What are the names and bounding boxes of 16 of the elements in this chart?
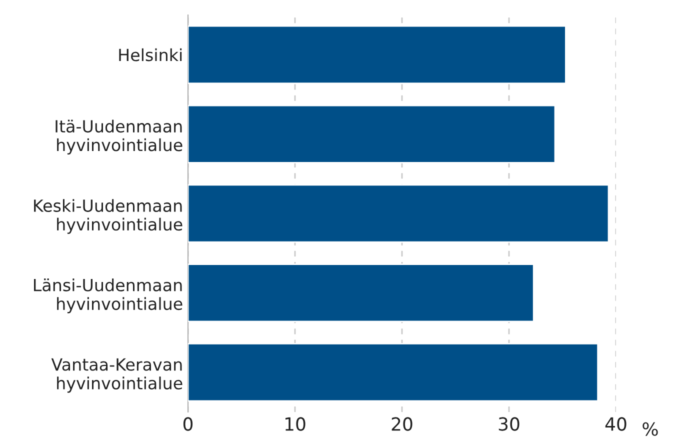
bar	[188, 25, 566, 84]
x-tick-label: 20	[392, 417, 412, 431]
y-tick-label: Länsi-Uudenmaan hyvinvointialue	[34, 278, 182, 314]
y-tick-label: Helsinki	[119, 48, 182, 62]
y-tick-label: Vantaa-Keravan hyvinvointialue	[51, 358, 182, 393]
x-tick-label: 0	[183, 417, 193, 431]
bar	[188, 343, 599, 402]
x-tick-label: 10	[285, 417, 306, 431]
y-tick-label: Itä-Uudenmaan hyvinvointialue	[56, 120, 182, 154]
x-tick-label: 30	[498, 417, 520, 431]
bar	[188, 264, 534, 322]
y-tick-label: Keski-Uudenmaan hyvinvointialue	[34, 199, 182, 234]
x-tick-label: 40	[605, 417, 626, 431]
bar	[188, 104, 556, 164]
x-axis-title: %	[642, 422, 658, 436]
bar	[188, 184, 610, 243]
